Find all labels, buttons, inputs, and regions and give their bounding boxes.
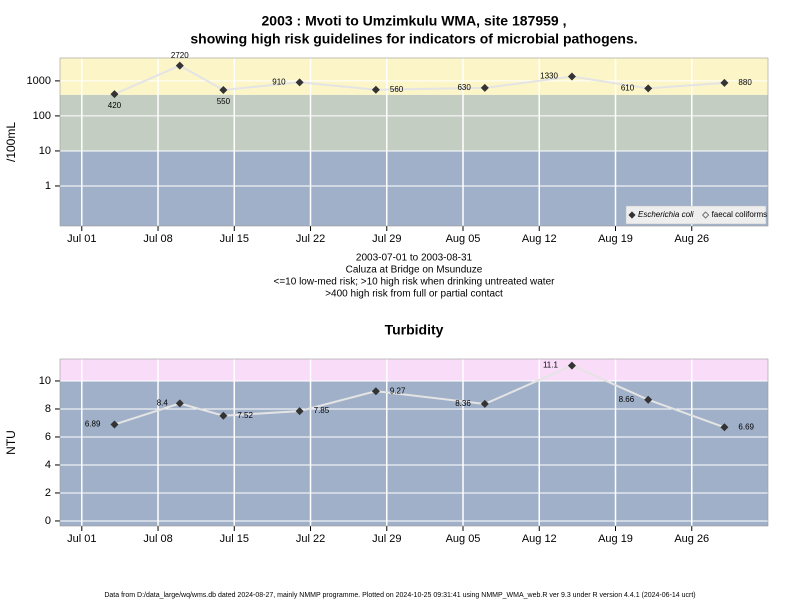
data-point [567,361,576,370]
data-label: 880 [738,78,752,87]
x-tick-label: Jul 15 [220,533,249,545]
data-point [371,85,380,94]
legend-marker [628,211,636,219]
x-tick-label: Aug 19 [598,533,633,545]
data-point [567,72,576,81]
data-label: 7.85 [314,406,330,415]
x-tick-label: Aug 19 [598,233,633,245]
data-label: 420 [108,101,122,110]
legend-label: faecal coliforms [712,210,768,219]
plot-frame [59,358,769,527]
data-point [644,84,653,93]
y-axis-title: NTU [4,430,18,455]
x-tick-label: Aug 05 [446,533,481,545]
y-tick-label: 10 [39,145,51,157]
x-tick-label: Jul 01 [67,233,96,245]
data-label: 8.66 [619,395,635,404]
y-tick-label: 4 [45,459,51,471]
x-tick-label: Jul 01 [67,533,96,545]
data-label: 9.27 [390,386,406,395]
data-label: 6.89 [85,420,101,429]
y-axis-title: /100mL [4,122,18,162]
x-tick-label: Jul 08 [143,233,172,245]
x-tick-label: Aug 26 [674,533,709,545]
data-label: 7.52 [237,411,253,420]
y-tick-label: 10 [39,375,51,387]
x-tick-label: Jul 15 [220,233,249,245]
data-label: 910 [272,77,286,86]
x-tick-label: Jul 22 [296,233,325,245]
data-point [720,423,729,432]
chart-subtitle: >400 high risk from full or partial cont… [325,289,503,300]
data-point [175,399,184,408]
data-point [175,61,184,70]
data-label: 610 [621,84,635,93]
y-tick-label: 1000 [27,75,51,87]
chart-title: Turbidity [385,322,444,338]
x-tick-label: Jul 22 [296,533,325,545]
risk-band [60,94,768,151]
data-label: 11.1 [543,361,559,370]
x-tick-label: Jul 29 [372,233,401,245]
y-tick-label: 100 [33,110,51,122]
risk-band [60,359,768,381]
data-point [371,387,380,396]
x-tick-label: Aug 26 [674,233,709,245]
chart-subtitle: Caluza at Bridge on Msunduze [346,265,483,276]
chart-title: 2003 : Mvoti to Umzimkulu WMA, site 1879… [262,13,567,29]
data-point [644,395,653,404]
plot-frame [59,57,769,227]
data-point [110,90,119,99]
legend-box [625,205,767,225]
data-label: 1330 [540,72,558,81]
data-label: 6.69 [738,422,754,431]
chart-subtitle: 2003-07-01 to 2003-08-31 [356,253,473,264]
y-tick-label: 8 [45,403,51,415]
data-point [295,78,304,87]
x-tick-label: Aug 12 [522,533,557,545]
data-point [219,411,228,420]
data-point [110,420,119,429]
x-tick-label: Jul 29 [372,533,401,545]
data-point [480,399,489,408]
y-tick-label: 2 [45,487,51,499]
footer: Data from D:/data_large/wq/wms.db dated … [104,592,695,599]
legend-marker [702,211,710,219]
data-point [480,83,489,92]
x-tick-label: Aug 12 [522,233,557,245]
data-label: 8.4 [157,398,169,407]
y-tick-label: 1 [45,180,51,192]
data-point [720,78,729,87]
data-label: 550 [217,97,231,106]
data-label: 560 [390,85,404,94]
x-tick-label: Jul 08 [143,533,172,545]
data-point [295,407,304,416]
y-tick-label: 0 [45,515,51,527]
x-tick-label: Aug 05 [446,233,481,245]
chart-subtitle: <=10 low-med risk; >10 high risk when dr… [274,277,556,288]
data-label: 630 [457,83,471,92]
y-tick-label: 6 [45,431,51,443]
chart-title: showing high risk guidelines for indicat… [190,31,637,47]
legend-label: Escherichia coli [638,210,694,219]
data-label: 8.36 [455,399,471,408]
data-point [219,85,228,94]
data-label: 2720 [171,51,189,60]
